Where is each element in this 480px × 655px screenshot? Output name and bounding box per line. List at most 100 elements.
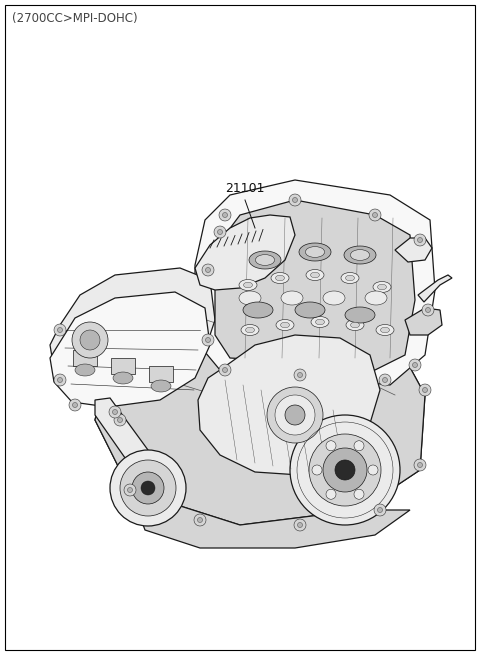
Circle shape xyxy=(326,489,336,499)
Ellipse shape xyxy=(299,243,331,261)
Ellipse shape xyxy=(249,251,281,269)
Ellipse shape xyxy=(306,269,324,280)
Circle shape xyxy=(377,508,383,512)
Circle shape xyxy=(128,487,132,493)
Circle shape xyxy=(326,441,336,451)
Circle shape xyxy=(80,330,100,350)
Circle shape xyxy=(292,198,298,202)
Circle shape xyxy=(309,434,381,506)
Circle shape xyxy=(312,465,322,475)
Circle shape xyxy=(205,267,211,272)
Ellipse shape xyxy=(280,322,289,328)
Circle shape xyxy=(219,364,231,376)
Circle shape xyxy=(418,462,422,468)
Ellipse shape xyxy=(243,302,273,318)
Ellipse shape xyxy=(245,328,254,333)
Ellipse shape xyxy=(346,275,355,281)
Circle shape xyxy=(298,373,302,377)
Circle shape xyxy=(290,415,400,525)
Ellipse shape xyxy=(241,324,259,335)
Circle shape xyxy=(414,459,426,471)
Polygon shape xyxy=(418,275,452,302)
Polygon shape xyxy=(50,292,210,407)
Polygon shape xyxy=(50,268,215,400)
Ellipse shape xyxy=(243,282,252,288)
Ellipse shape xyxy=(350,250,370,261)
Circle shape xyxy=(194,514,206,526)
Circle shape xyxy=(422,304,434,316)
Ellipse shape xyxy=(271,272,289,284)
Circle shape xyxy=(54,324,66,336)
Polygon shape xyxy=(95,295,425,525)
Circle shape xyxy=(118,417,122,422)
Polygon shape xyxy=(95,398,148,465)
Circle shape xyxy=(72,322,108,358)
Circle shape xyxy=(354,489,364,499)
Circle shape xyxy=(202,334,214,346)
Ellipse shape xyxy=(376,324,394,335)
Circle shape xyxy=(335,460,355,480)
Circle shape xyxy=(414,234,426,246)
Ellipse shape xyxy=(75,364,95,376)
Ellipse shape xyxy=(255,255,275,265)
Ellipse shape xyxy=(315,319,324,325)
Ellipse shape xyxy=(239,291,261,305)
Circle shape xyxy=(205,337,211,343)
Ellipse shape xyxy=(305,246,324,257)
Ellipse shape xyxy=(345,307,375,323)
Circle shape xyxy=(124,484,136,496)
Circle shape xyxy=(383,377,387,383)
Bar xyxy=(73,350,97,366)
Circle shape xyxy=(112,409,118,415)
Ellipse shape xyxy=(346,320,364,331)
Circle shape xyxy=(132,472,164,504)
Circle shape xyxy=(219,209,231,221)
Circle shape xyxy=(354,441,364,451)
Circle shape xyxy=(374,504,386,516)
Bar xyxy=(149,366,173,382)
Circle shape xyxy=(275,395,315,435)
Circle shape xyxy=(58,328,62,333)
Circle shape xyxy=(422,388,428,392)
Circle shape xyxy=(217,229,223,234)
Circle shape xyxy=(72,403,77,407)
Polygon shape xyxy=(198,335,380,475)
Circle shape xyxy=(294,519,306,531)
Circle shape xyxy=(202,264,214,276)
Text: (2700CC>MPI-DOHC): (2700CC>MPI-DOHC) xyxy=(12,12,138,25)
Circle shape xyxy=(298,523,302,527)
Circle shape xyxy=(379,374,391,386)
Circle shape xyxy=(289,194,301,206)
Circle shape xyxy=(294,369,306,381)
Circle shape xyxy=(412,362,418,367)
Circle shape xyxy=(58,377,62,383)
Ellipse shape xyxy=(344,246,376,264)
Ellipse shape xyxy=(311,272,320,278)
Polygon shape xyxy=(95,295,425,525)
Polygon shape xyxy=(195,180,435,385)
Polygon shape xyxy=(130,490,410,548)
Ellipse shape xyxy=(377,284,386,290)
Circle shape xyxy=(223,212,228,217)
Circle shape xyxy=(197,517,203,523)
Ellipse shape xyxy=(350,322,360,328)
Circle shape xyxy=(418,238,422,242)
Circle shape xyxy=(141,481,155,495)
Circle shape xyxy=(109,406,121,418)
Bar xyxy=(111,358,135,374)
Ellipse shape xyxy=(295,302,325,318)
Ellipse shape xyxy=(365,291,387,305)
Ellipse shape xyxy=(311,316,329,328)
Circle shape xyxy=(285,405,305,425)
Circle shape xyxy=(114,414,126,426)
Circle shape xyxy=(425,307,431,312)
Circle shape xyxy=(69,399,81,411)
Ellipse shape xyxy=(151,380,171,392)
Ellipse shape xyxy=(239,280,257,291)
Circle shape xyxy=(214,226,226,238)
Circle shape xyxy=(368,465,378,475)
Text: 21101: 21101 xyxy=(225,182,264,195)
Circle shape xyxy=(409,359,421,371)
Polygon shape xyxy=(405,308,442,335)
Ellipse shape xyxy=(323,291,345,305)
